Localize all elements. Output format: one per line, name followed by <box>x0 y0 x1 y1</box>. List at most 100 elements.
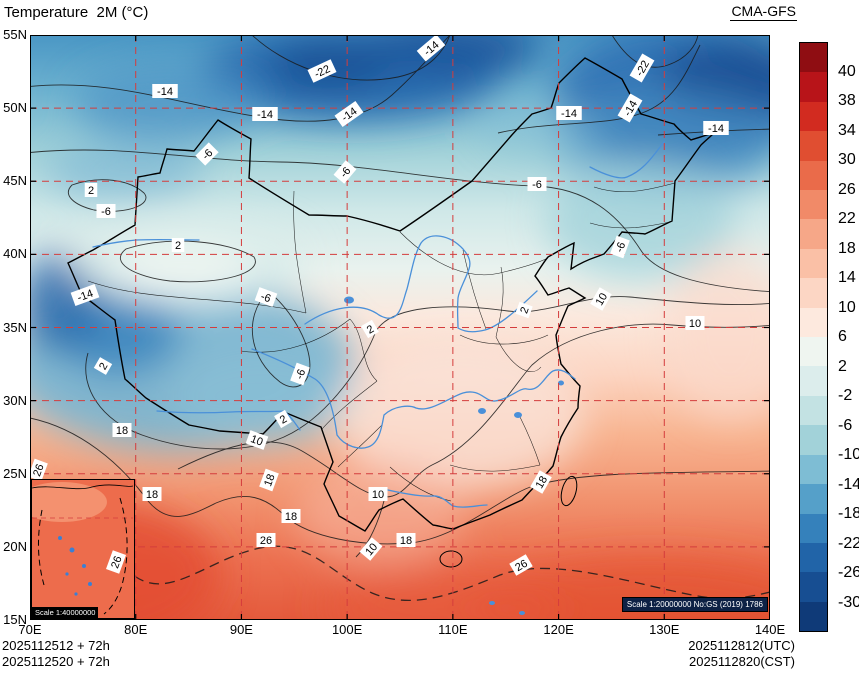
lat-lon-grid <box>30 35 770 620</box>
valid-time-utc: 2025112812(UTC) <box>688 638 795 653</box>
contour-label: 18 <box>112 423 132 437</box>
contour-label: 2 <box>84 183 98 197</box>
contour-label: 10 <box>685 316 705 330</box>
contour-label: -14 <box>703 121 729 135</box>
x-tick-label: 110E <box>438 622 468 637</box>
y-tick-label: 25N <box>3 465 27 481</box>
contour-label: 2 <box>171 238 185 252</box>
svg-text:-6: -6 <box>294 368 309 381</box>
svg-text:2: 2 <box>278 413 289 426</box>
contour-label: -14 <box>252 107 278 121</box>
yarlung-river <box>156 410 301 431</box>
south-china-sea-inset: 26 <box>32 480 133 617</box>
colorbar-tick-label: -6 <box>838 416 853 434</box>
colorbar-segment <box>800 366 827 396</box>
contour-label: 18 <box>259 468 279 492</box>
svg-text:-14: -14 <box>561 108 577 120</box>
inset-dash-line-east <box>103 497 128 615</box>
svg-text:-14: -14 <box>708 123 724 135</box>
svg-text:2: 2 <box>518 305 531 315</box>
temperature-field-map: -14-22-14-22-14 -14 -14 -14-14-6-6-62-62 -6-… <box>30 35 770 620</box>
y-tick-label: 45N <box>3 173 27 189</box>
svg-text:2: 2 <box>88 185 94 197</box>
svg-text:-6: -6 <box>101 206 111 218</box>
colorbar-tick-label: 10 <box>838 298 856 316</box>
colorbar-tick-label: -10 <box>838 446 859 463</box>
taiwan-island <box>560 475 578 507</box>
svg-text:2: 2 <box>365 323 376 336</box>
contour-label: 2 <box>515 301 533 319</box>
colorbar-tick-label: -22 <box>838 534 859 552</box>
x-tick-label: 140E <box>754 622 786 637</box>
temperature-shading <box>30 35 770 620</box>
colorbar-tick-label: 34 <box>838 121 856 139</box>
colorbar-segment <box>800 307 827 338</box>
colorbar-tick-label: -30 <box>838 593 859 611</box>
colorbar-segment <box>800 278 827 308</box>
init-time-cst: 2025112520 + 72h <box>2 654 110 669</box>
colorbar-segment <box>800 190 827 220</box>
contour-label: -14 <box>152 84 178 98</box>
y-tick-label: 35N <box>3 319 27 335</box>
x-tick-label: 100E <box>331 622 363 637</box>
contour-label: -6 <box>96 204 116 218</box>
contour-label: 10 <box>245 430 269 450</box>
y-tick-label: 15N <box>3 612 27 627</box>
x-tick-label: 90E <box>229 622 253 637</box>
contour-label: 2 <box>274 409 292 429</box>
contour-label: 2 <box>361 319 379 339</box>
map-frame: -14 -22 -14 -22 -14 -14 -14 -14 -14 -6 -6 -6 2 -6 2 -6-… <box>30 35 770 620</box>
svg-text:10: 10 <box>689 318 701 330</box>
contour-label: -6 <box>610 235 630 259</box>
contour-label: 26 <box>509 554 533 576</box>
contour-label: 2 <box>93 357 113 375</box>
inset-islands <box>58 536 92 596</box>
colorbar-segment <box>800 160 827 191</box>
contour-label: -6 <box>527 177 547 191</box>
colorbar-tick-label: -14 <box>838 475 859 493</box>
svg-text:-14: -14 <box>257 109 273 121</box>
model-name: CMA-GFS <box>730 3 797 21</box>
colorbar-segment <box>800 484 827 514</box>
contour-label: -14 <box>556 106 582 120</box>
lakes <box>344 296 564 615</box>
inset-contour-label: 26 <box>106 550 126 574</box>
colorbar-segment <box>800 337 827 367</box>
svg-text:26: 26 <box>31 463 46 479</box>
svg-text:-14: -14 <box>157 86 173 98</box>
svg-text:18: 18 <box>146 489 158 501</box>
inset-scale-label: Scale 1:40000000 <box>32 607 99 618</box>
yangtze-river <box>251 348 576 449</box>
contour-label: 10 <box>590 287 612 311</box>
colorbar-tick-label: 14 <box>838 269 856 286</box>
init-time-block: 2025112512 + 72h 2025112520 + 72h <box>2 638 110 670</box>
contour-label: 18 <box>142 487 162 501</box>
init-time-utc: 2025112512 + 72h <box>2 638 110 653</box>
inset-coastline <box>32 484 133 490</box>
colorbar-segment <box>800 131 827 161</box>
y-tick-label: 20N <box>3 538 27 554</box>
svg-text:26: 26 <box>260 535 272 547</box>
inset-map: 26 Scale 1:40000000 <box>31 479 135 619</box>
x-tick-label: 120E <box>543 622 574 637</box>
colorbar-tick-label: 30 <box>838 151 856 168</box>
svg-text:26: 26 <box>109 555 124 571</box>
contour-label: -6 <box>195 142 219 166</box>
contour-label: -14 <box>70 284 100 306</box>
contour-label: 18 <box>396 533 416 547</box>
colorbar-segment <box>800 72 827 102</box>
svg-text:18: 18 <box>400 535 412 547</box>
svg-text:18: 18 <box>534 474 551 491</box>
pearl-river <box>378 487 488 508</box>
colorbar-segment <box>800 219 827 249</box>
colorbar-tick-label: 6 <box>838 328 847 345</box>
contour-label: -6 <box>333 160 357 184</box>
colorbar-tick-label: 26 <box>838 180 856 198</box>
colorbar-tick-label: -18 <box>838 505 859 522</box>
colorbar-tick-label: -26 <box>838 564 859 581</box>
y-tick-label: 55N <box>3 27 27 42</box>
contour-label: 26 <box>256 533 276 547</box>
contour-label: 26 <box>30 458 48 482</box>
svg-text:18: 18 <box>116 425 128 437</box>
y-tick-label: 40N <box>3 246 27 262</box>
